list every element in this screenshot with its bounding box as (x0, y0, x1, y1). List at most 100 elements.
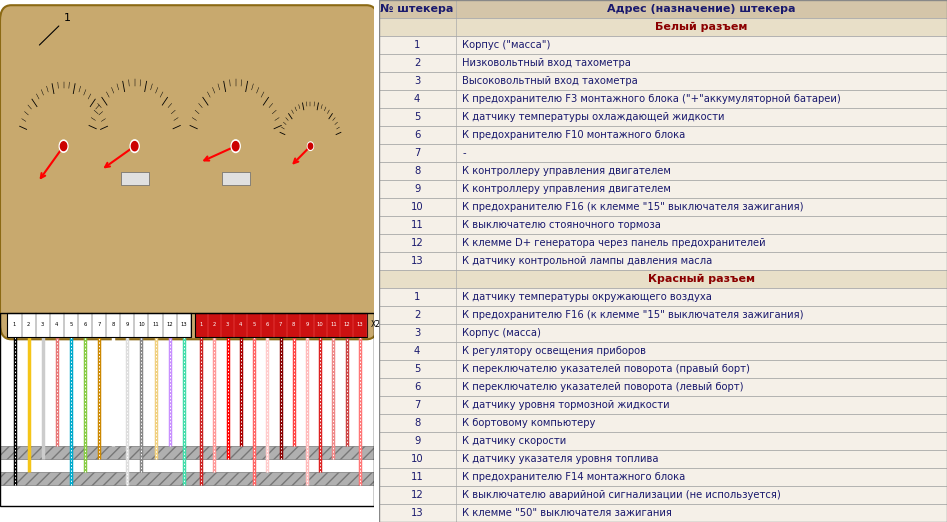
Bar (379, 324, 947, 342)
Bar (379, 36, 947, 54)
Text: 4: 4 (414, 94, 420, 104)
Text: 11: 11 (152, 323, 159, 327)
Bar (379, 360, 947, 378)
Text: К датчику температуры охлаждающей жидкости: К датчику температуры охлаждающей жидкос… (462, 112, 724, 122)
Text: 6: 6 (414, 382, 420, 392)
Bar (379, 54, 947, 72)
Circle shape (60, 140, 68, 152)
Text: К контроллеру управления двигателем: К контроллеру управления двигателем (462, 166, 671, 176)
Text: 2: 2 (213, 323, 216, 327)
Bar (222, 172, 250, 185)
Bar (379, 306, 947, 324)
Text: 9: 9 (305, 323, 309, 327)
Text: 11: 11 (411, 220, 423, 230)
Circle shape (231, 140, 241, 152)
Bar (379, 90, 947, 108)
Bar (379, 342, 947, 360)
Text: К бортовому компьютеру: К бортовому компьютеру (462, 418, 596, 428)
Text: К контроллеру управления двигателем: К контроллеру управления двигателем (462, 184, 671, 194)
Bar (379, 162, 947, 180)
Bar (379, 126, 947, 144)
Text: 6: 6 (265, 323, 269, 327)
Text: 6: 6 (414, 130, 420, 140)
Text: 13: 13 (181, 323, 188, 327)
Text: Адрес (назначение) штекера: Адрес (назначение) штекера (607, 4, 795, 14)
Text: Высоковольтный вход тахометра: Высоковольтный вход тахометра (462, 76, 638, 86)
Text: 1: 1 (414, 40, 420, 50)
Text: 12: 12 (411, 238, 423, 248)
Bar (121, 172, 149, 185)
Bar (379, 432, 947, 450)
Text: 7: 7 (98, 323, 100, 327)
Text: К регулятору освещения приборов: К регулятору освещения приборов (462, 346, 646, 356)
Text: К предохранителю F10 монтажного блока: К предохранителю F10 монтажного блока (462, 130, 686, 140)
Bar (379, 450, 947, 468)
Bar (379, 216, 947, 234)
Circle shape (232, 141, 239, 151)
Text: 7: 7 (414, 400, 420, 410)
Bar (0, 472, 374, 485)
Text: К датчику контрольной лампы давления масла: К датчику контрольной лампы давления мас… (462, 256, 712, 266)
Bar (0, 446, 374, 459)
Text: К датчику указателя уровня топлива: К датчику указателя уровня топлива (462, 454, 659, 464)
Bar (379, 252, 947, 270)
Text: К переключателю указателей поворота (левый борт): К переключателю указателей поворота (лев… (462, 382, 743, 392)
Text: 2: 2 (27, 323, 30, 327)
Text: 7: 7 (414, 148, 420, 158)
Text: 1: 1 (40, 13, 71, 45)
Text: 12: 12 (411, 490, 423, 500)
Text: К предохранителю F3 монтажного блока ("+"аккумуляторной батареи): К предохранителю F3 монтажного блока ("+… (462, 94, 841, 104)
Bar (194, 313, 366, 337)
Circle shape (132, 141, 138, 151)
Text: 13: 13 (411, 508, 423, 518)
Text: 3: 3 (226, 323, 229, 327)
Text: 9: 9 (414, 184, 420, 194)
Bar (379, 18, 947, 36)
Text: К выключателю аварийной сигнализации (не используется): К выключателю аварийной сигнализации (не… (462, 490, 781, 500)
Bar (379, 144, 947, 162)
Text: К предохранителю F16 (к клемме "15" выключателя зажигания): К предохранителю F16 (к клемме "15" выкл… (462, 310, 804, 320)
Text: 13: 13 (357, 323, 364, 327)
Text: 5: 5 (414, 364, 420, 374)
Text: 1: 1 (414, 292, 420, 302)
Bar (379, 72, 947, 90)
Text: К датчику температуры окружающего воздуха: К датчику температуры окружающего воздух… (462, 292, 712, 302)
Bar (379, 414, 947, 432)
Bar (379, 504, 947, 522)
Circle shape (130, 140, 139, 152)
Bar (0, 313, 374, 506)
Text: 5: 5 (69, 323, 73, 327)
Text: Корпус (масса): Корпус (масса) (462, 328, 541, 338)
Text: 8: 8 (414, 418, 420, 428)
Text: Белый разъем: Белый разъем (655, 22, 747, 32)
Text: К выключателю стояночного тормоза: К выключателю стояночного тормоза (462, 220, 661, 230)
Text: 11: 11 (331, 323, 337, 327)
Text: 9: 9 (414, 436, 420, 446)
Text: 10: 10 (138, 323, 145, 327)
Text: 10: 10 (411, 202, 423, 212)
Text: 3: 3 (414, 328, 420, 338)
Text: 8: 8 (292, 323, 295, 327)
Text: 7: 7 (278, 323, 282, 327)
Text: 1: 1 (13, 323, 16, 327)
Text: 1: 1 (200, 323, 203, 327)
Text: 12: 12 (344, 323, 350, 327)
Text: № штекера: № штекера (381, 4, 454, 14)
Bar (379, 270, 947, 288)
Text: Низковольтный вход тахометра: Низковольтный вход тахометра (462, 58, 632, 68)
Text: 5: 5 (253, 323, 256, 327)
Bar (379, 108, 947, 126)
Text: К клемме "50" выключателя зажигания: К клемме "50" выключателя зажигания (462, 508, 672, 518)
Text: 6: 6 (83, 323, 87, 327)
Bar (379, 396, 947, 414)
Text: К переключателю указателей поворота (правый борт): К переключателю указателей поворота (пра… (462, 364, 750, 374)
Text: 2: 2 (414, 58, 420, 68)
Text: 2: 2 (414, 310, 420, 320)
Bar (379, 0, 947, 18)
Text: 10: 10 (411, 454, 423, 464)
Text: 4: 4 (414, 346, 420, 356)
Bar (379, 378, 947, 396)
Bar (379, 288, 947, 306)
Bar (8, 313, 190, 337)
Bar (379, 234, 947, 252)
